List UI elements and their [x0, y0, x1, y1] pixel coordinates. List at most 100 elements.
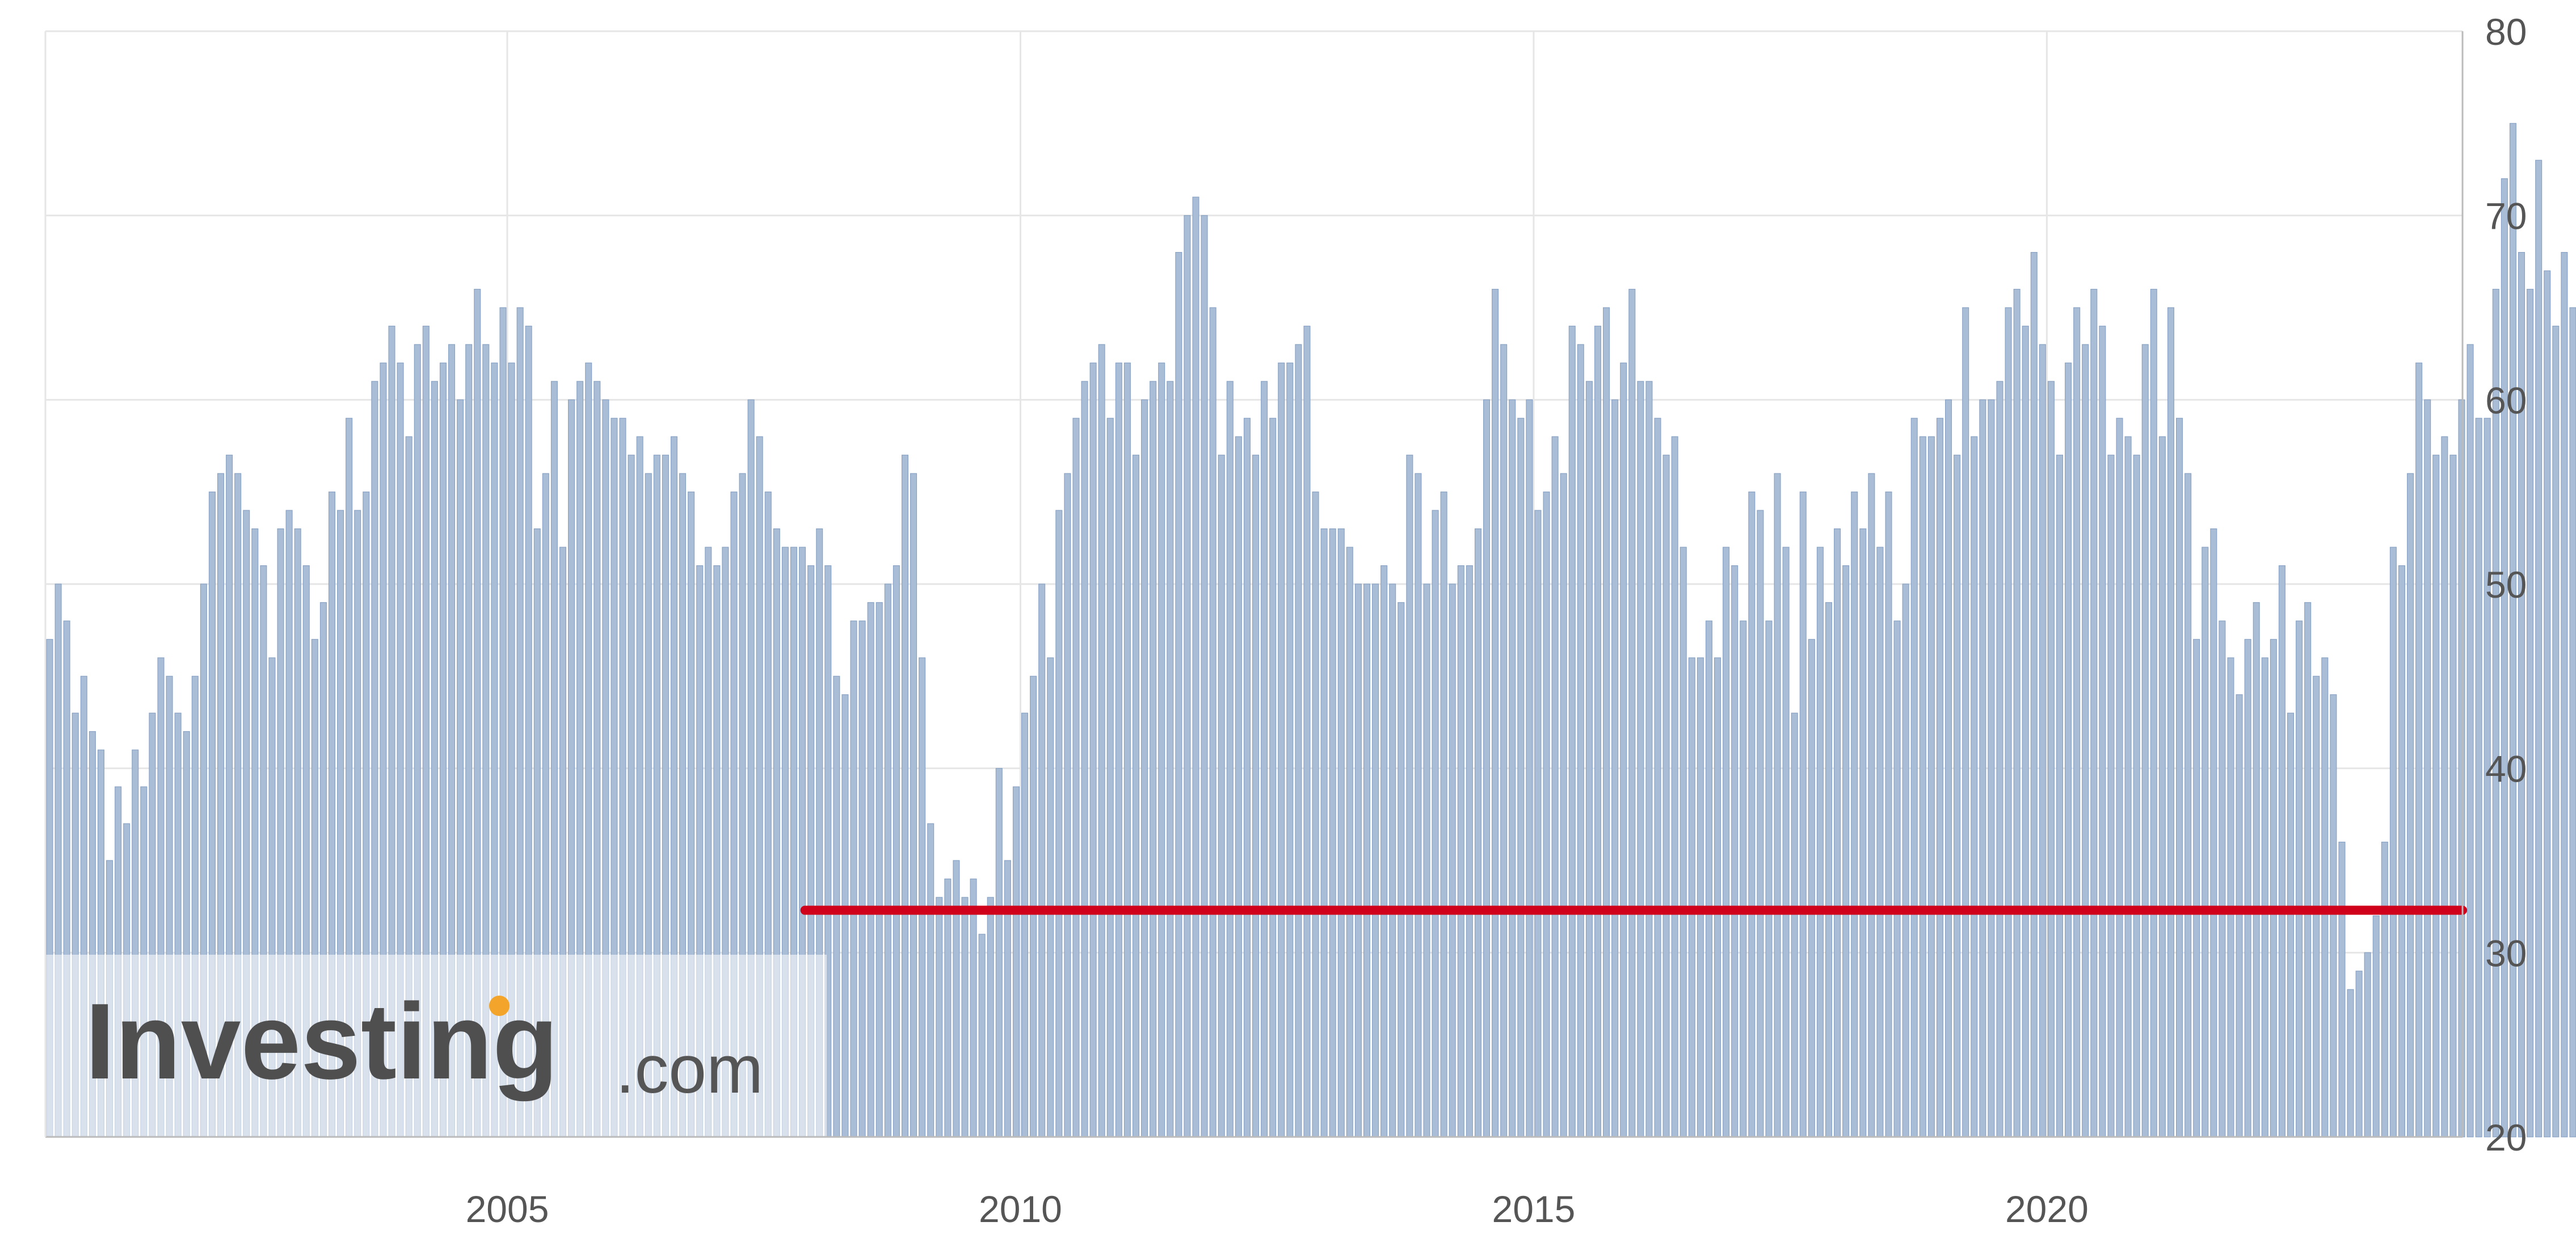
bar: [1740, 620, 1747, 1137]
bar: [1252, 455, 1260, 1137]
bar: [1201, 215, 1208, 1137]
bar: [2330, 694, 2337, 1137]
bar: [1457, 565, 1464, 1137]
bar: [2304, 602, 2312, 1137]
bar: [2099, 325, 2106, 1137]
bar: [995, 768, 1003, 1137]
bar: [1825, 602, 1833, 1137]
axes: 20 30 40 50 60 70 80 2005 2010 2015 2020: [44, 11, 2527, 1230]
bar: [1620, 362, 1627, 1137]
bar: [2381, 841, 2388, 1137]
bar: [1671, 436, 1678, 1137]
bar: [2449, 455, 2457, 1137]
bar: [1543, 492, 1550, 1137]
bar: [2441, 436, 2448, 1137]
bar: [2347, 989, 2354, 1137]
bar: [1842, 565, 1850, 1137]
bar: [1329, 528, 1336, 1137]
bar: [2167, 307, 2174, 1137]
investing-watermark: Investing .com: [41, 955, 827, 1137]
bar: [2372, 915, 2380, 1137]
bar: [1526, 399, 1533, 1137]
bar: [1885, 492, 1892, 1137]
bar: [2338, 841, 2346, 1137]
bar: [1714, 657, 1721, 1137]
bar: [953, 860, 960, 1137]
bar: [1954, 455, 1961, 1137]
bar: [1320, 528, 1328, 1137]
bar: [1474, 528, 1481, 1137]
bar: [2475, 418, 2482, 1137]
bar: [1440, 492, 1447, 1137]
bar: [2535, 159, 2543, 1137]
bar: [1047, 657, 1054, 1137]
bar: [1859, 528, 1867, 1137]
bar: [1389, 583, 1396, 1137]
bar: [1312, 492, 1319, 1137]
bar: [1723, 547, 1730, 1137]
bar: [2398, 565, 2405, 1137]
bar: [1346, 547, 1353, 1137]
bar: [2022, 325, 2029, 1137]
bar: [1876, 547, 1884, 1137]
y-tick-label: 80: [2485, 11, 2527, 53]
bar: [1354, 583, 1362, 1137]
bar: [1337, 528, 1345, 1137]
bar: [1799, 492, 1807, 1137]
bar: [2193, 639, 2200, 1137]
bar: [841, 694, 849, 1137]
bar: [1150, 381, 1157, 1137]
bar: [1868, 473, 1875, 1137]
bar: [1466, 565, 1473, 1137]
bar: [1988, 399, 1995, 1137]
gridlines: [45, 30, 2463, 1138]
bar: [1748, 492, 1756, 1137]
bar: [1192, 196, 1199, 1137]
bar: [2544, 270, 2551, 1137]
bar: [850, 620, 857, 1137]
bar: [1645, 381, 1653, 1137]
bar: [2039, 344, 2046, 1137]
bar: [1902, 583, 1909, 1137]
bar: [1919, 436, 1926, 1137]
bar: [2364, 952, 2371, 1137]
bar: [2236, 694, 2243, 1137]
bar: [2056, 455, 2064, 1137]
bar: [987, 897, 994, 1137]
bar: [1012, 786, 1020, 1137]
bar: [1363, 583, 1371, 1137]
bar: [2415, 362, 2423, 1137]
y-tick-label: 30: [2485, 932, 2527, 974]
bar: [927, 823, 935, 1137]
bar: [1945, 399, 1952, 1137]
bar: [1757, 510, 1764, 1137]
bar: [2424, 399, 2431, 1137]
bar: [2133, 455, 2140, 1137]
bar: [1979, 399, 1986, 1137]
bar: [875, 602, 883, 1137]
bar: [2065, 362, 2072, 1137]
bar: [1055, 510, 1063, 1137]
bar: [2492, 288, 2499, 1137]
bar: [2518, 252, 2526, 1137]
bar: [2561, 252, 2568, 1137]
bar: [1380, 565, 1388, 1137]
bar: [893, 565, 900, 1137]
bar: [944, 878, 952, 1137]
bar: [1936, 418, 1943, 1137]
bar: [2013, 288, 2021, 1137]
bar: [1158, 362, 1165, 1137]
bar: [1577, 344, 1584, 1137]
watermark-dot-icon: [489, 996, 510, 1016]
bar: [1209, 307, 1217, 1137]
bar: [961, 897, 969, 1137]
y-tick-label: 70: [2485, 195, 2527, 237]
bar: [1492, 288, 1499, 1137]
bar: [2116, 418, 2123, 1137]
bar: [1688, 657, 1695, 1137]
bar: [1893, 620, 1901, 1137]
bar: [1261, 381, 1268, 1137]
bar: [1910, 418, 1918, 1137]
bar: [1834, 528, 1841, 1137]
